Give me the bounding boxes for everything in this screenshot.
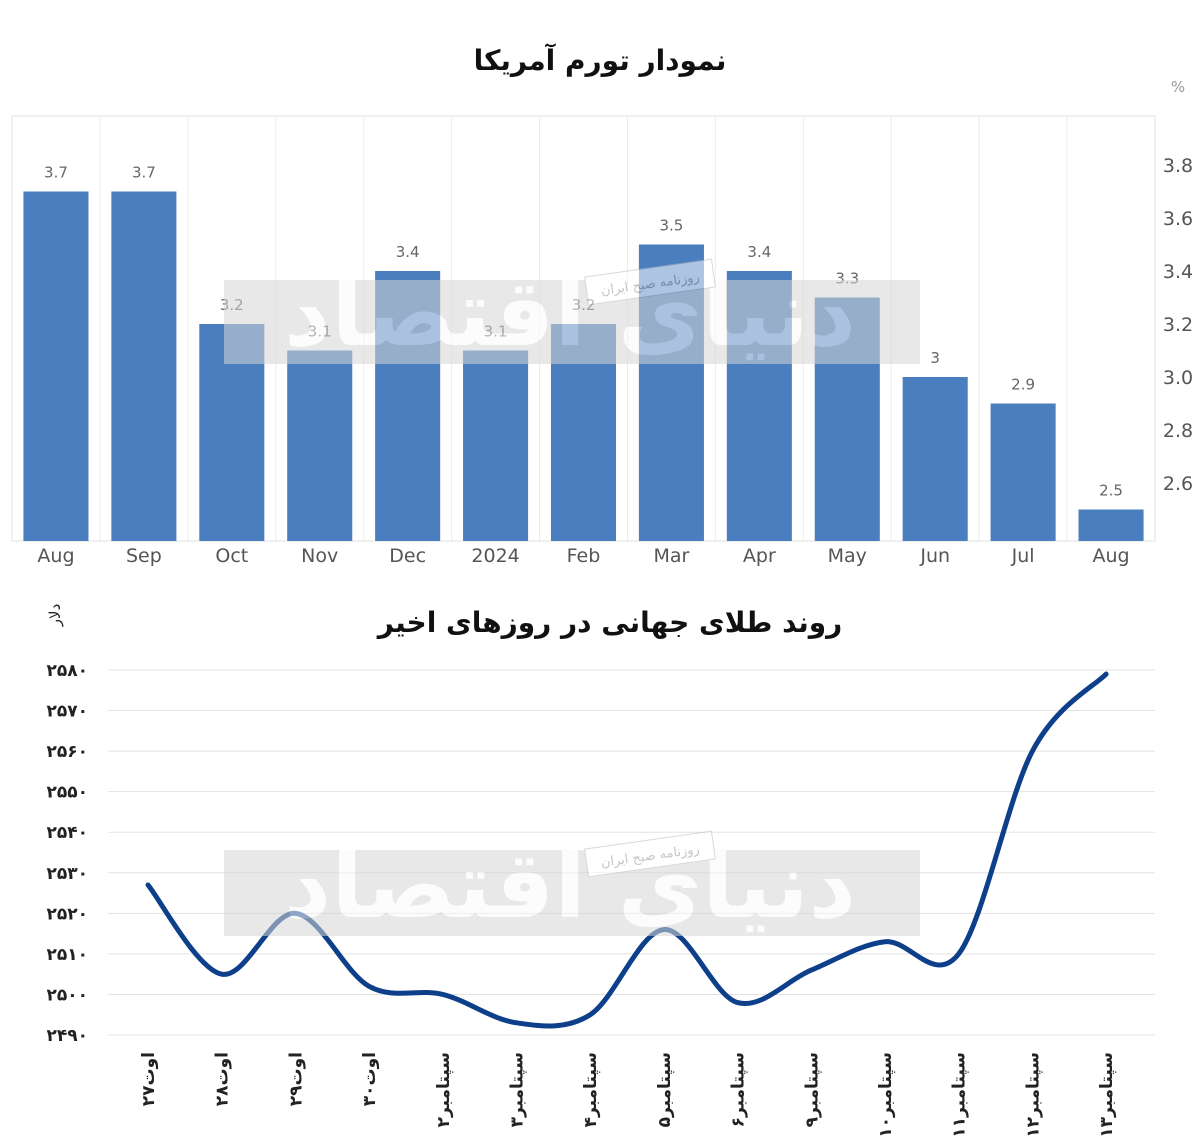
gold-x-tick-label: ۲سپتامبر bbox=[434, 1052, 454, 1127]
inflation-x-tick-label: May bbox=[828, 545, 867, 567]
gold-x-tick-label: ۱۰سپتامبر bbox=[876, 1052, 896, 1138]
gold-x-tick-label: ۲۹اوت bbox=[286, 1052, 306, 1106]
gold-y-tick-label: ۲۵۲۰ bbox=[46, 904, 88, 924]
gold-y-tick-label: ۲۵۵۰ bbox=[46, 783, 88, 803]
gold-x-tick-label: ۱۳سپتامبر bbox=[1097, 1052, 1117, 1138]
gold-x-tick-label: ۹سپتامبر bbox=[802, 1052, 822, 1127]
dollar-unit-label: دلار bbox=[46, 604, 64, 627]
gold-y-tick-label: ۲۵۱۰ bbox=[46, 945, 88, 965]
inflation-y-tick-label: 3.8 bbox=[1163, 155, 1193, 177]
gold-x-tick-label: ۲۸اوت bbox=[213, 1052, 233, 1106]
percent-unit-label: % bbox=[1171, 78, 1185, 96]
inflation-bar bbox=[990, 403, 1056, 541]
inflation-x-tick-label: Jun bbox=[919, 545, 950, 567]
gold-chart-title: روند طلای جهانی در روزهای اخیر bbox=[376, 606, 843, 639]
inflation-x-tick-label: Mar bbox=[653, 545, 689, 567]
gold-x-tick-label: ۳۰اوت bbox=[360, 1052, 380, 1106]
inflation-bar bbox=[23, 191, 89, 541]
inflation-x-tick-label: Dec bbox=[389, 545, 426, 567]
inflation-chart-title: نمودار تورم آمریکا bbox=[474, 43, 727, 77]
gold-y-tick-label: ۲۵۳۰ bbox=[46, 864, 88, 884]
inflation-x-tick-label: Feb bbox=[567, 545, 601, 567]
inflation-x-tick-label: Aug bbox=[1092, 545, 1129, 567]
gold-x-tick-label: ۱۱سپتامبر bbox=[950, 1052, 970, 1138]
gold-y-tick-label: ۲۵۸۰ bbox=[46, 661, 88, 681]
inflation-y-tick-label: 3.6 bbox=[1163, 208, 1193, 230]
inflation-bar-chart: نمودار تورم آمریکا % 3.73.73.23.13.43.13… bbox=[11, 43, 1193, 567]
gold-y-tick-label: ۲۵۰۰ bbox=[46, 985, 88, 1005]
gold-y-tick-label: ۲۵۷۰ bbox=[46, 702, 88, 722]
inflation-x-tick-label: 2024 bbox=[471, 545, 519, 567]
inflation-bar bbox=[287, 350, 353, 541]
gold-x-tick-label: ۴سپتامبر bbox=[581, 1052, 601, 1127]
inflation-x-tick-label: Jul bbox=[1011, 545, 1035, 567]
inflation-y-tick-label: 3.0 bbox=[1163, 367, 1193, 389]
watermark-logo-bottom: دنیای اقتصاد روزنامه صبح ایران bbox=[224, 830, 920, 939]
inflation-bar bbox=[111, 191, 177, 541]
inflation-bar bbox=[463, 350, 529, 541]
watermark-logo-text-bottom: دنیای اقتصاد bbox=[284, 832, 856, 939]
inflation-x-tick-label: Apr bbox=[743, 545, 776, 567]
inflation-y-tick-label: 2.6 bbox=[1163, 473, 1193, 495]
inflation-value-label: 3.4 bbox=[396, 243, 420, 261]
gold-x-tick-label: ۳سپتامبر bbox=[508, 1052, 528, 1127]
gold-y-tick-label: ۲۵۴۰ bbox=[46, 823, 88, 843]
gold-x-tick-label: ۲۷اوت bbox=[139, 1052, 159, 1106]
inflation-x-tick-label: Sep bbox=[126, 545, 162, 567]
inflation-value-label: 3 bbox=[930, 349, 940, 367]
inflation-bar bbox=[902, 377, 968, 541]
inflation-x-tick-label: Aug bbox=[37, 545, 74, 567]
inflation-value-label: 3.7 bbox=[132, 164, 156, 182]
inflation-value-label: 3.7 bbox=[44, 164, 68, 182]
inflation-value-label: 2.9 bbox=[1011, 376, 1035, 394]
gold-y-tick-label: ۲۵۶۰ bbox=[46, 742, 88, 762]
gold-x-tick-label: ۵سپتامبر bbox=[655, 1052, 675, 1127]
inflation-x-tick-label: Oct bbox=[215, 545, 248, 567]
inflation-y-tick-label: 3.2 bbox=[1163, 314, 1193, 336]
watermark-logo-text-top: دنیای اقتصاد bbox=[284, 260, 856, 367]
inflation-value-label: 2.5 bbox=[1099, 482, 1123, 500]
gold-x-tick-label: ۱۲سپتامبر bbox=[1023, 1052, 1043, 1138]
inflation-value-label: 3.5 bbox=[659, 217, 683, 235]
watermark-logo-top: دنیای اقتصاد روزنامه صبح ایران bbox=[224, 258, 920, 367]
inflation-value-label: 3.4 bbox=[747, 243, 771, 261]
gold-x-tick-label: ۶سپتامبر bbox=[729, 1052, 749, 1127]
inflation-bar bbox=[1078, 509, 1144, 541]
inflation-x-tick-label: Nov bbox=[301, 545, 338, 567]
inflation-y-tick-label: 2.8 bbox=[1163, 420, 1193, 442]
inflation-y-tick-label: 3.4 bbox=[1163, 261, 1193, 283]
gold-y-tick-label: ۲۴۹۰ bbox=[46, 1026, 88, 1046]
